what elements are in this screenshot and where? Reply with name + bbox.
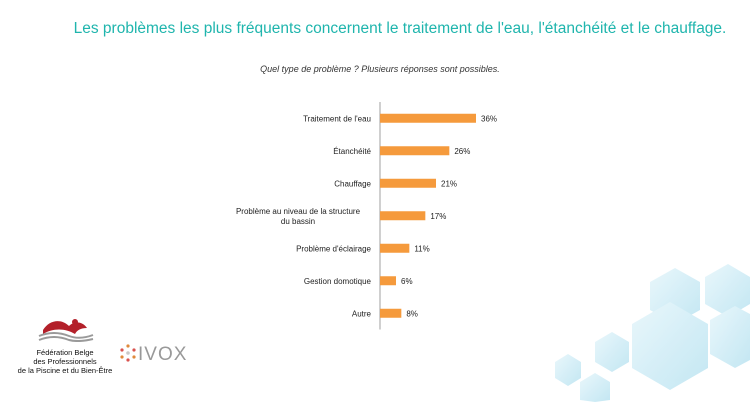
ivox-text: IVOX bbox=[138, 344, 188, 365]
bar bbox=[380, 243, 410, 253]
bar bbox=[380, 113, 476, 123]
value-label: 17% bbox=[430, 212, 446, 221]
category-label: Problème d'éclairage bbox=[296, 244, 371, 253]
category-label-line: Gestion domotique bbox=[304, 277, 372, 286]
federation-line-3: de la Piscine et du Bien-Être bbox=[17, 366, 113, 375]
value-label: 21% bbox=[441, 179, 457, 188]
bar bbox=[380, 308, 402, 318]
category-label: Traitement de l'eau bbox=[303, 114, 371, 123]
category-label-line: du bassin bbox=[281, 217, 315, 226]
chart-title: Les problèmes les plus fréquents concern… bbox=[73, 20, 727, 37]
ivox-dots-icon bbox=[120, 344, 136, 362]
bar bbox=[380, 146, 450, 156]
category-label-line: Problème au niveau de la structure bbox=[236, 207, 361, 216]
category-label-line: Traitement de l'eau bbox=[303, 114, 371, 123]
category-label: Étanchéité bbox=[333, 147, 371, 156]
federation-emblem-icon bbox=[38, 319, 94, 342]
category-label: Gestion domotique bbox=[304, 277, 372, 286]
category-label: Chauffage bbox=[334, 179, 371, 188]
bar bbox=[380, 211, 426, 221]
bar bbox=[380, 178, 436, 188]
value-label: 6% bbox=[401, 277, 413, 286]
hexagon-decoration bbox=[555, 264, 750, 402]
federation-line-2: des Professionnels bbox=[33, 357, 97, 366]
bar bbox=[380, 276, 396, 286]
value-label: 36% bbox=[481, 114, 497, 123]
value-label: 26% bbox=[454, 147, 470, 156]
federation-logo: Fédération Belge des Professionnels de l… bbox=[10, 316, 120, 375]
category-label: Autre bbox=[352, 309, 372, 318]
value-label: 11% bbox=[414, 244, 429, 253]
chart-subtitle: Quel type de problème ? Plusieurs répons… bbox=[260, 64, 500, 74]
value-label: 8% bbox=[406, 309, 418, 318]
category-label-line: Étanchéité bbox=[333, 147, 371, 156]
federation-line-1: Fédération Belge bbox=[36, 348, 94, 357]
category-label-line: Autre bbox=[352, 309, 372, 318]
category-label-line: Chauffage bbox=[334, 179, 371, 188]
ivox-logo: IVOX bbox=[118, 343, 187, 366]
category-label-line: Problème d'éclairage bbox=[296, 244, 371, 253]
category-label: Problème au niveau de la structure du bas… bbox=[236, 207, 361, 226]
